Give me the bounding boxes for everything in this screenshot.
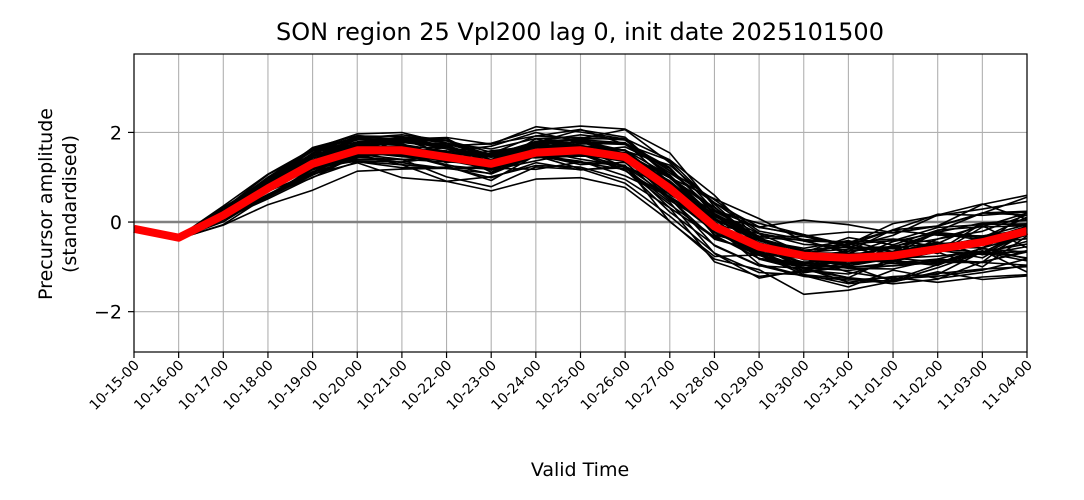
ensemble-member-line (178, 147, 1028, 269)
ensemble-mean-line (133, 146, 1028, 262)
y-axis-label-line: (standardised) (59, 135, 81, 273)
y-axis-label-line: Precursor amplitude (35, 108, 57, 300)
ensemble-member-line (178, 162, 1028, 296)
y-tick-label: 0 (110, 212, 122, 234)
ensemble-mean (133, 146, 1028, 262)
y-tick-label: −2 (94, 302, 122, 324)
grid (133, 54, 1028, 352)
x-axis-label: Valid Time (531, 459, 629, 481)
y-axis: −2 0 2 (94, 122, 134, 324)
y-tick-label: 2 (110, 122, 122, 144)
x-axis: 10-15-0010-16-0010-17-0010-18-0010-19-00… (87, 352, 1036, 414)
chart-title: SON region 25 Vpl200 lag 0, init date 20… (276, 18, 884, 46)
ensemble-member-line (178, 136, 1028, 267)
y-axis-label: Precursor amplitude (standardised) (35, 108, 81, 300)
